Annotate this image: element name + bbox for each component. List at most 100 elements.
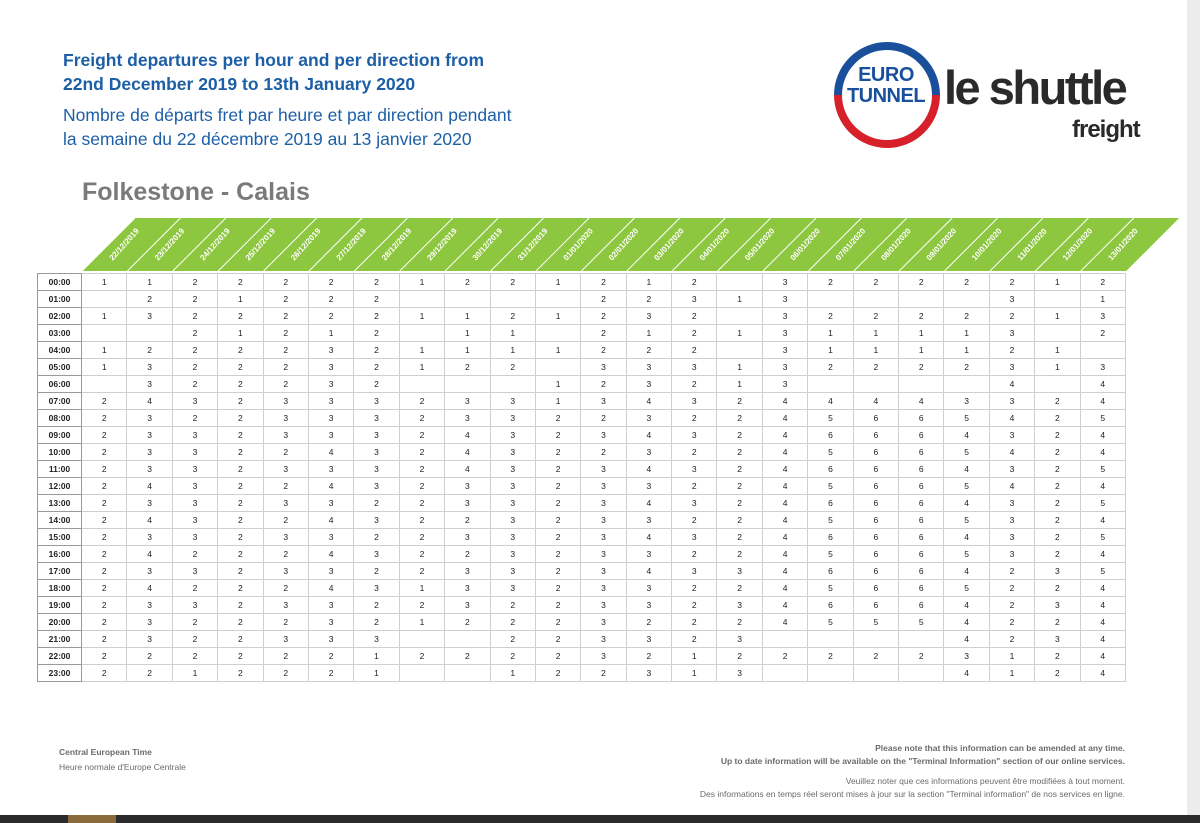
departure-count-cell: 1: [489, 324, 536, 342]
departure-count-cell: 3: [353, 409, 400, 427]
departure-count-cell: 5: [807, 511, 854, 529]
departure-count-cell: 3: [126, 460, 173, 478]
departure-count-cell: 5: [807, 613, 854, 631]
departure-count-cell: 1: [898, 324, 945, 342]
departure-count-cell: 4: [761, 562, 809, 580]
departure-count-cell: 3: [671, 426, 718, 444]
departure-count-cell: [1034, 375, 1081, 393]
hour-label: 15:00: [37, 528, 82, 546]
departure-count-cell: 2: [80, 511, 128, 529]
departure-count-cell: 3: [988, 358, 1036, 376]
departure-count-cell: 5: [943, 511, 990, 529]
departure-count-cell: [898, 290, 945, 308]
departure-count-cell: 2: [262, 290, 309, 308]
departure-count-cell: 2: [671, 341, 718, 359]
departure-count-cell: 3: [126, 494, 173, 512]
departure-count-cell: 3: [489, 409, 536, 427]
departure-count-cell: 1: [534, 307, 582, 325]
departure-count-cell: 2: [353, 324, 400, 342]
departure-count-cell: 1: [1034, 341, 1081, 359]
departure-count-cell: 4: [761, 392, 809, 410]
date-column-divider: [308, 217, 363, 272]
departure-count-cell: 2: [262, 511, 309, 529]
departure-count-cell: 2: [988, 630, 1036, 648]
departure-count-cell: 3: [262, 630, 309, 648]
departure-count-cell: 2: [898, 307, 945, 325]
departure-count-cell: 3: [126, 562, 173, 580]
date-column-divider: [671, 217, 726, 272]
departure-count-cell: 2: [852, 273, 900, 291]
departure-count-cell: 2: [1034, 613, 1081, 631]
departure-count-cell: 3: [262, 596, 309, 614]
table-row: 09:00 2 3 3 2 3 3 3 2 4 3 2 3 4 3 2 4 6 6 6 4 3 2 4: [37, 426, 1126, 444]
departure-count-cell: 3: [761, 358, 809, 376]
departure-count-cell: 2: [489, 630, 536, 648]
departure-count-cell: 4: [761, 545, 809, 563]
departure-count-cell: 4: [625, 528, 673, 546]
departure-count-cell: 3: [307, 613, 355, 631]
hour-label: 07:00: [37, 392, 82, 410]
departure-count-cell: 4: [943, 664, 990, 682]
departure-count-cell: 6: [807, 494, 854, 512]
departure-count-cell: 4: [444, 426, 491, 444]
departure-count-cell: 2: [398, 596, 446, 614]
departure-count-cell: 5: [807, 545, 854, 563]
departure-count-cell: 6: [898, 443, 945, 461]
departure-count-cell: 4: [761, 477, 809, 495]
departure-count-cell: 4: [852, 392, 900, 410]
departure-count-cell: 3: [580, 392, 627, 410]
departure-count-cell: 2: [988, 307, 1036, 325]
hour-label: 17:00: [37, 562, 82, 580]
departure-count-cell: [852, 630, 900, 648]
departure-count-cell: 1: [625, 324, 673, 342]
departure-count-cell: 3: [126, 528, 173, 546]
departure-count-cell: 6: [898, 511, 945, 529]
departure-count-cell: 1: [398, 579, 446, 597]
hour-label: 22:00: [37, 647, 82, 665]
departure-count-cell: 2: [580, 443, 627, 461]
hour-label: 01:00: [37, 290, 82, 308]
departure-count-cell: 3: [171, 494, 219, 512]
departure-count-cell: [716, 307, 763, 325]
departure-count-cell: 2: [898, 273, 945, 291]
departure-count-cell: [1034, 324, 1081, 342]
table-row: 02:00 1 3 2 2 2 2 2 1 1 2 1 2 3 2 3 2 2 2 2 2 1 3: [37, 307, 1126, 325]
departure-count-cell: 2: [262, 273, 309, 291]
hour-label: 11:00: [37, 460, 82, 478]
departure-count-cell: 2: [262, 664, 309, 682]
departure-count-cell: 2: [580, 307, 627, 325]
departure-count-cell: 2: [398, 545, 446, 563]
departure-count-cell: 1: [716, 324, 763, 342]
departure-count-cell: 3: [625, 664, 673, 682]
departure-count-cell: 4: [761, 443, 809, 461]
departure-count-cell: 2: [398, 426, 446, 444]
viewer-bottom-bar: [0, 815, 1200, 823]
departure-count-cell: 5: [1079, 409, 1126, 427]
departure-count-cell: 4: [761, 613, 809, 631]
departure-count-cell: 3: [171, 596, 219, 614]
departure-count-cell: 2: [671, 579, 718, 597]
table-row: 21:00 2 3 2 2 3 3 3 2 2 3 3 2 3 4 2 3 4: [37, 630, 1126, 648]
table-row: 03:00 2 1 2 1 2 1 1 2 1 2 1 3 1 1 1 1 3 2: [37, 324, 1126, 342]
departure-count-cell: 6: [807, 596, 854, 614]
departure-count-cell: 2: [1034, 477, 1081, 495]
departure-count-cell: 2: [398, 647, 446, 665]
departure-count-cell: 2: [671, 511, 718, 529]
departure-count-cell: 4: [988, 409, 1036, 427]
departure-count-cell: [398, 324, 446, 342]
date-column-divider: [127, 217, 181, 272]
departure-count-cell: 3: [307, 528, 355, 546]
departure-count-cell: 3: [625, 358, 673, 376]
departure-count-cell: 4: [943, 596, 990, 614]
departure-count-cell: 2: [353, 562, 400, 580]
departure-count-cell: 1: [534, 273, 582, 291]
departure-count-cell: 1: [398, 358, 446, 376]
departure-count-cell: 2: [534, 511, 582, 529]
logo-freight: freight: [1072, 116, 1141, 143]
departure-count-cell: [761, 664, 809, 682]
hour-label: 02:00: [37, 307, 82, 325]
departure-count-cell: 2: [444, 273, 491, 291]
departure-count-cell: 2: [671, 307, 718, 325]
departure-count-cell: [398, 630, 446, 648]
departure-count-cell: 5: [852, 613, 900, 631]
